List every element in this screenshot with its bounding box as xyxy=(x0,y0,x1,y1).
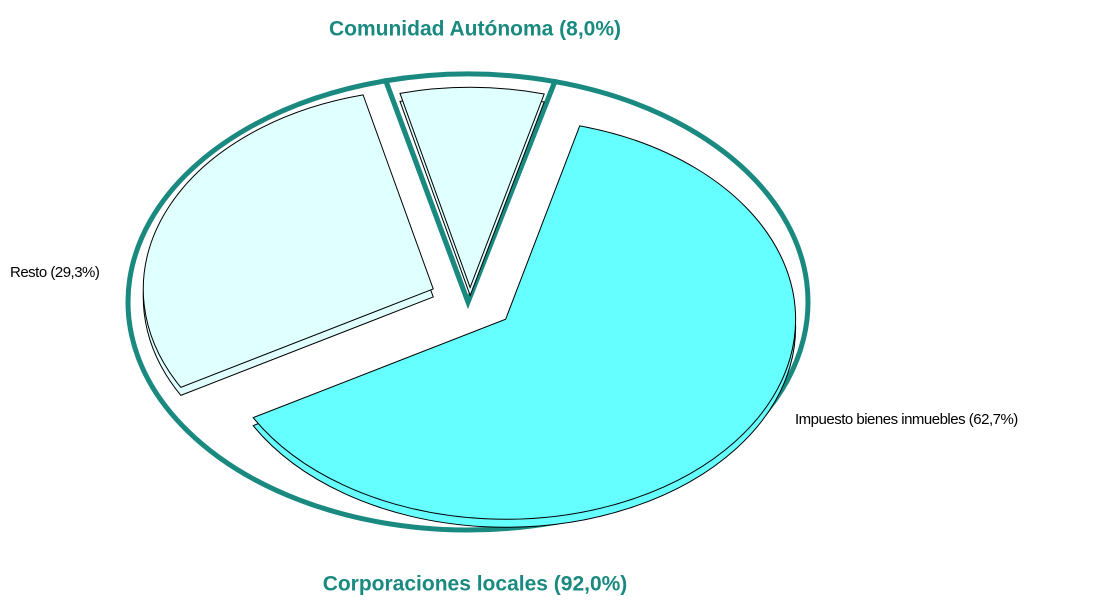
slice-label: Impuesto bienes inmuebles (62,7%) xyxy=(795,411,1018,428)
group-label: Corporaciones locales (92,0%) xyxy=(323,573,628,596)
slice-label: Resto (29,3%) xyxy=(10,264,100,281)
slice xyxy=(142,94,434,388)
slice xyxy=(399,86,545,289)
slice xyxy=(252,125,797,520)
group-label: Comunidad Autónoma (8,0%) xyxy=(329,18,621,41)
group-outline xyxy=(382,71,559,309)
group-outline xyxy=(125,77,811,533)
